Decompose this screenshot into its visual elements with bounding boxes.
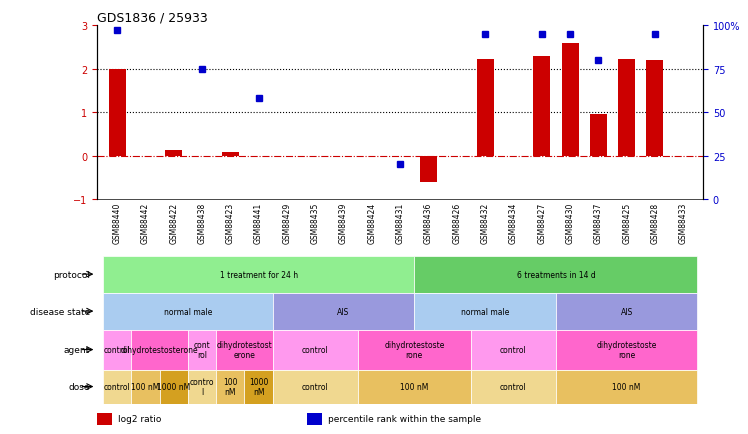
Text: GSM88436: GSM88436 — [424, 202, 433, 244]
Bar — [420, 156, 437, 182]
Text: GSM88427: GSM88427 — [537, 202, 546, 243]
Text: GSM88435: GSM88435 — [310, 202, 319, 244]
Text: 100 nM: 100 nM — [131, 382, 159, 391]
Bar — [471, 370, 556, 404]
Bar — [222, 153, 239, 156]
Bar — [358, 370, 471, 404]
Text: GSM88430: GSM88430 — [565, 202, 574, 244]
Bar — [307, 413, 322, 425]
Text: protocol: protocol — [53, 270, 90, 279]
Bar — [476, 60, 494, 156]
Bar — [103, 330, 131, 370]
Bar — [533, 56, 551, 156]
Bar — [131, 370, 159, 404]
Bar — [273, 370, 358, 404]
Bar — [618, 60, 635, 156]
Text: GSM88429: GSM88429 — [283, 202, 292, 243]
Bar — [414, 256, 697, 293]
Text: dihydrotestoste
rone: dihydrotestoste rone — [596, 340, 657, 359]
Text: 100 nM: 100 nM — [400, 382, 429, 391]
Text: GSM88424: GSM88424 — [367, 202, 376, 243]
Bar — [103, 256, 414, 293]
Text: 1 treatment for 24 h: 1 treatment for 24 h — [220, 270, 298, 279]
Bar — [165, 151, 183, 156]
Text: GSM88425: GSM88425 — [622, 202, 631, 243]
Text: GSM88431: GSM88431 — [396, 202, 405, 243]
Text: normal male: normal male — [461, 307, 509, 316]
Bar — [103, 370, 131, 404]
Text: control: control — [500, 345, 527, 354]
Text: normal male: normal male — [164, 307, 212, 316]
Bar — [414, 293, 556, 330]
Text: control: control — [104, 382, 130, 391]
Bar — [108, 69, 126, 156]
Bar — [471, 330, 556, 370]
Text: contro
l: contro l — [190, 377, 214, 396]
Text: dose: dose — [68, 382, 90, 391]
Text: agent: agent — [64, 345, 90, 354]
Text: GDS1836 / 25933: GDS1836 / 25933 — [97, 12, 208, 25]
Bar — [646, 61, 663, 156]
Bar — [216, 370, 245, 404]
Text: GSM88423: GSM88423 — [226, 202, 235, 243]
Text: GSM88432: GSM88432 — [481, 202, 490, 243]
Text: GSM88434: GSM88434 — [509, 202, 518, 244]
Text: 6 treatments in 14 d: 6 treatments in 14 d — [517, 270, 595, 279]
Bar — [562, 44, 578, 156]
Bar — [97, 413, 112, 425]
Text: log2 ratio: log2 ratio — [118, 414, 162, 423]
Bar — [556, 293, 697, 330]
Text: control: control — [500, 382, 527, 391]
Text: GSM88442: GSM88442 — [141, 202, 150, 243]
Bar — [131, 330, 188, 370]
Bar — [556, 330, 697, 370]
Text: GSM88428: GSM88428 — [651, 202, 660, 243]
Bar — [590, 115, 607, 156]
Text: 1000
nM: 1000 nM — [249, 377, 269, 396]
Text: 100
nM: 100 nM — [223, 377, 238, 396]
Text: GSM88426: GSM88426 — [453, 202, 462, 243]
Bar — [188, 370, 216, 404]
Text: GSM88438: GSM88438 — [197, 202, 206, 243]
Text: control: control — [302, 345, 328, 354]
Text: disease state: disease state — [29, 307, 90, 316]
Text: dihydrotestosterone: dihydrotestosterone — [120, 345, 198, 354]
Bar — [159, 370, 188, 404]
Text: AIS: AIS — [337, 307, 349, 316]
Text: GSM88433: GSM88433 — [678, 202, 688, 244]
Text: AIS: AIS — [621, 307, 633, 316]
Text: percentile rank within the sample: percentile rank within the sample — [328, 414, 481, 423]
Bar — [188, 330, 216, 370]
Text: control: control — [104, 345, 130, 354]
Text: 100 nM: 100 nM — [613, 382, 641, 391]
Text: 1000 nM: 1000 nM — [157, 382, 190, 391]
Bar — [216, 330, 273, 370]
Bar — [273, 293, 414, 330]
Text: GSM88422: GSM88422 — [169, 202, 178, 243]
Text: GSM88437: GSM88437 — [594, 202, 603, 244]
Bar — [273, 330, 358, 370]
Bar — [358, 330, 471, 370]
Text: dihydrotestoste
rone: dihydrotestoste rone — [384, 340, 444, 359]
Bar — [103, 293, 273, 330]
Bar — [245, 370, 273, 404]
Text: GSM88440: GSM88440 — [112, 202, 122, 244]
Text: cont
rol: cont rol — [194, 340, 210, 359]
Text: control: control — [302, 382, 328, 391]
Text: GSM88441: GSM88441 — [254, 202, 263, 243]
Bar — [556, 370, 697, 404]
Text: dihydrotestost
erone: dihydrotestost erone — [217, 340, 272, 359]
Text: GSM88439: GSM88439 — [339, 202, 348, 244]
